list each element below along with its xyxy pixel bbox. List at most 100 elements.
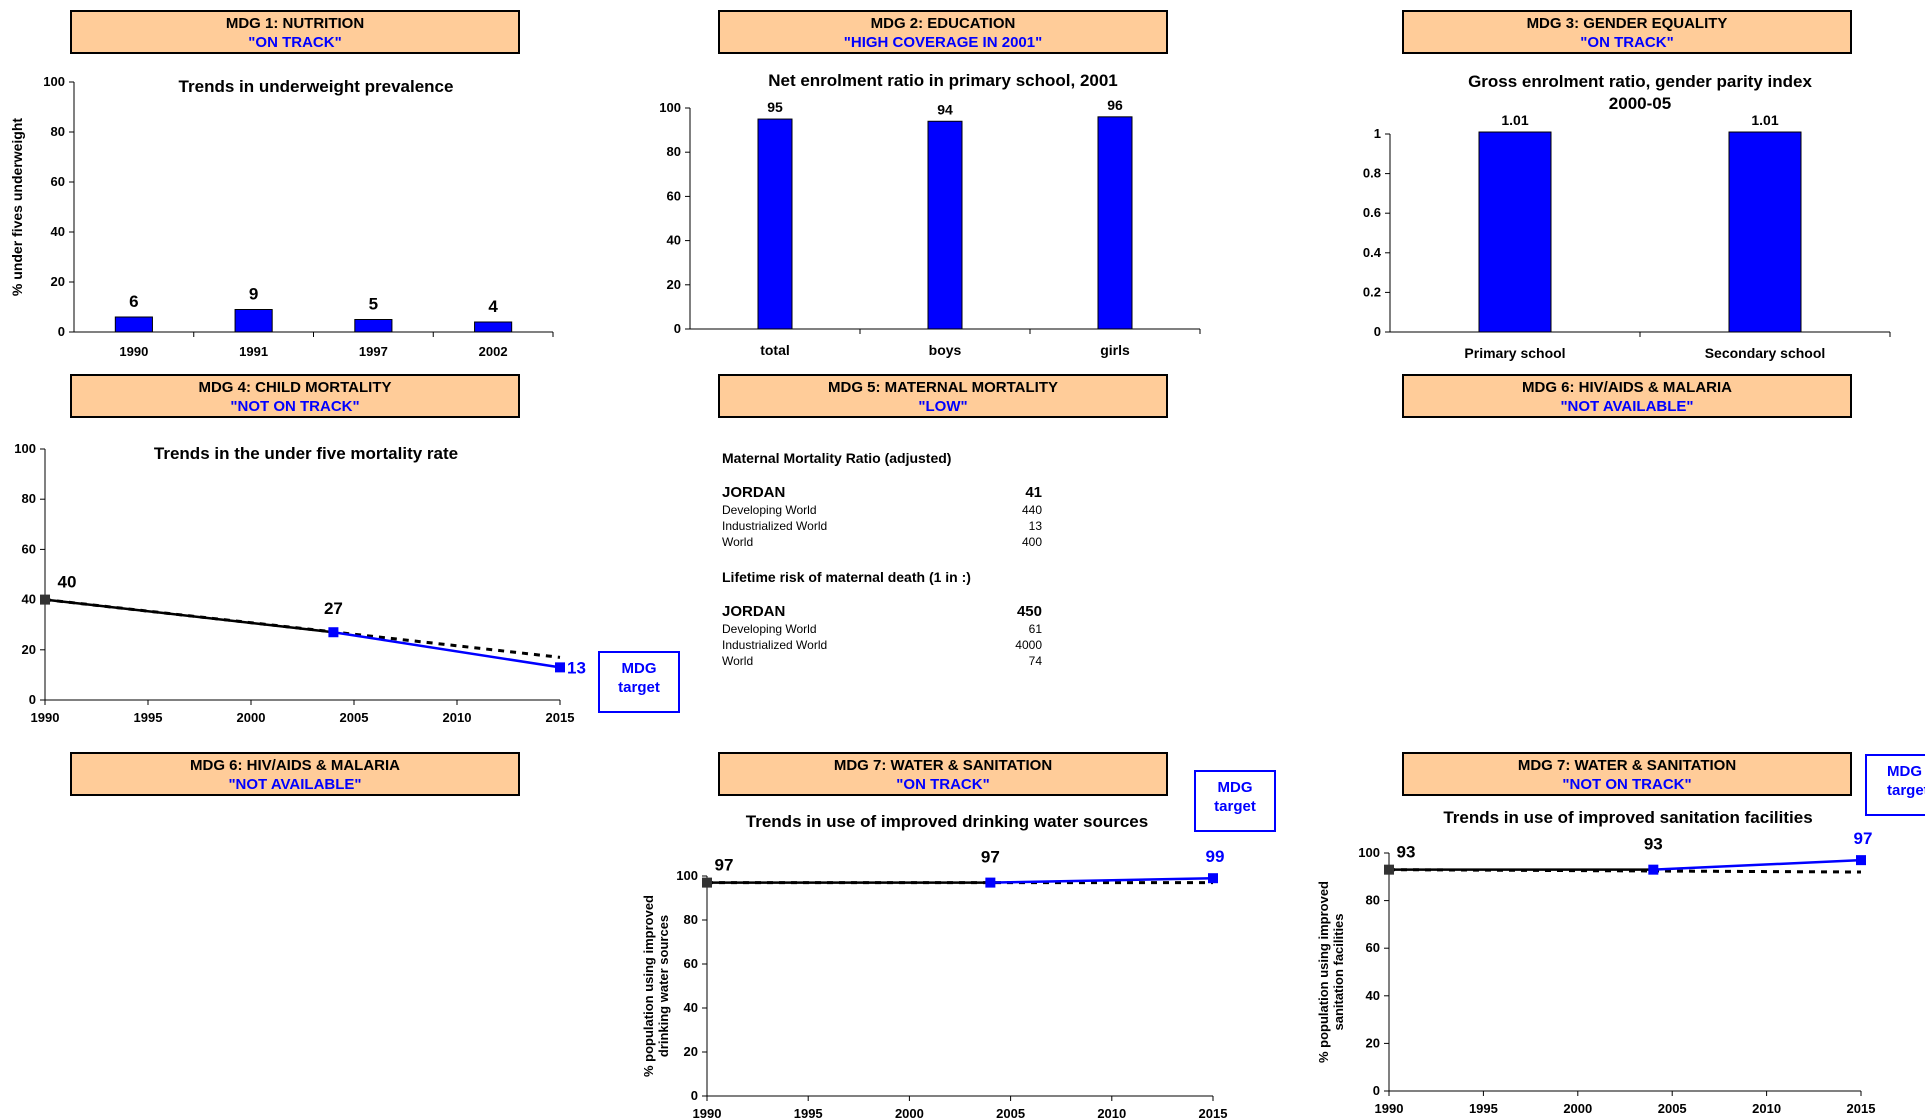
- chart-subtitle: 2000-05: [1609, 94, 1671, 113]
- y-tick-label: 100: [659, 100, 681, 115]
- x-tick-label: Primary school: [1464, 345, 1565, 361]
- y-tick-label: 100: [14, 441, 36, 456]
- y-tick-label: 80: [667, 144, 681, 159]
- y-tick-label: 40: [22, 592, 36, 607]
- y-tick-label: 20: [667, 277, 681, 292]
- trend-line-target: [333, 630, 561, 669]
- bar-value-label: 1.01: [1751, 112, 1778, 128]
- x-tick-label: 1991: [239, 344, 268, 359]
- x-tick-label: 1990: [693, 1106, 722, 1119]
- data-label: 27: [324, 599, 343, 618]
- mdg6b-status: "NOT AVAILABLE": [228, 776, 362, 793]
- mmr-row-label: Developing World: [722, 503, 817, 517]
- bar-value-label: 6: [129, 292, 138, 311]
- y-tick-label: 100: [1358, 845, 1380, 860]
- x-tick-label: 2005: [996, 1106, 1025, 1119]
- mdg4-target-box: MDG target: [598, 651, 680, 713]
- y-tick-label: 0: [674, 321, 681, 336]
- y-tick-label: 60: [684, 956, 698, 971]
- mdg2-status: "HIGH COVERAGE IN 2001": [843, 34, 1043, 51]
- chart-title: Trends in the under five mortality rate: [154, 444, 458, 463]
- mdg3-title: MDG 3: GENDER EQUALITY: [1526, 15, 1728, 32]
- mdg1-status: "ON TRACK": [248, 34, 342, 51]
- y-tick-label: 0: [58, 324, 65, 339]
- y-tick-label: 80: [51, 124, 65, 139]
- mdg4-target-line1: MDG: [621, 660, 657, 677]
- risk-row-label: Developing World: [722, 622, 817, 636]
- bar: [1478, 131, 1552, 333]
- y-tick-label: 0.4: [1363, 245, 1382, 260]
- y-tick-label: 20: [51, 274, 65, 289]
- y-tick-label: 40: [1366, 988, 1380, 1003]
- mmr-row-value: 41: [1025, 484, 1042, 501]
- mmr-title: Maternal Mortality Ratio (adjusted): [722, 450, 952, 466]
- data-label: 40: [58, 573, 77, 592]
- data-point: [555, 662, 565, 673]
- data-point: [1856, 855, 1866, 866]
- y-tick-label: 100: [43, 74, 65, 89]
- y-tick-label: 80: [684, 912, 698, 927]
- mdg7a-title: MDG 7: WATER & SANITATION: [833, 757, 1053, 774]
- x-tick-label: 1995: [134, 710, 163, 725]
- y-tick-label: 0: [1374, 324, 1381, 339]
- data-point: [1208, 873, 1218, 884]
- mdg5-status: "LOW": [918, 398, 968, 415]
- x-tick-label: 2015: [546, 710, 575, 725]
- gpi-chart: Gross enrolment ratio, gender parity ind…: [1363, 72, 1891, 361]
- data-point: [328, 627, 339, 638]
- y-tick-label: 0.8: [1363, 166, 1381, 181]
- y-axis-label: % population using improved: [1316, 881, 1331, 1063]
- x-tick-label: 2005: [340, 710, 369, 725]
- y-tick-label: 40: [667, 233, 681, 248]
- trend-line-target: [1653, 858, 1862, 871]
- mmr-row-label: JORDAN: [722, 484, 786, 501]
- mdg7a-header: MDG 7: WATER & SANITATION "ON TRACK": [718, 752, 1168, 796]
- x-tick-label: boys: [929, 342, 962, 358]
- risk-row-label: World: [722, 654, 754, 668]
- bar-value-label: 9: [249, 285, 258, 304]
- x-tick-label: 2010: [1097, 1106, 1126, 1119]
- data-label: 13: [567, 658, 586, 677]
- mmr-row: World 400: [722, 534, 1042, 550]
- mdg4-title: MDG 4: CHILD MORTALITY: [198, 379, 392, 396]
- y-tick-label: 40: [684, 1000, 698, 1015]
- water-chart: Trends in use of improved drinking water…: [641, 812, 1227, 1119]
- risk-row: Developing World 61: [722, 621, 1042, 637]
- data-point: [40, 594, 50, 605]
- data-point: [702, 877, 712, 888]
- mdg1-title: MDG 1: NUTRITION: [225, 15, 365, 32]
- x-tick-label: 2015: [1847, 1101, 1876, 1116]
- risk-row-label: JORDAN: [722, 603, 786, 620]
- chart-title: Gross enrolment ratio, gender parity ind…: [1468, 72, 1812, 91]
- x-tick-label: 2002: [479, 344, 508, 359]
- mdg3-status: "ON TRACK": [1580, 34, 1674, 51]
- y-tick-label: 20: [1366, 1035, 1380, 1050]
- x-tick-label: girls: [1100, 342, 1130, 358]
- x-tick-label: 1990: [1375, 1101, 1404, 1116]
- mdg6a-title: MDG 6: HIV/AIDS & MALARIA: [1522, 379, 1732, 396]
- mdg4-target-line2: target: [618, 679, 660, 696]
- bar: [1097, 116, 1133, 330]
- y-tick-label: 20: [684, 1044, 698, 1059]
- bar-value-label: 96: [1107, 97, 1123, 113]
- risk-row: JORDAN 450: [722, 603, 1042, 621]
- y-tick-label: 1: [1374, 126, 1381, 141]
- mdg6b-header: MDG 6: HIV/AIDS & MALARIA "NOT AVAILABLE…: [70, 752, 520, 796]
- data-label: 93: [1397, 843, 1416, 862]
- bar: [474, 321, 513, 333]
- risk-row-label: Industrialized World: [722, 638, 828, 652]
- data-label: 93: [1644, 835, 1663, 854]
- bar-value-label: 1.01: [1501, 112, 1528, 128]
- x-tick-label: 2000: [237, 710, 266, 725]
- trend-line-target: [990, 876, 1214, 884]
- y-tick-label: 100: [676, 868, 698, 883]
- bar-value-label: 4: [488, 297, 498, 316]
- y-tick-label: 0: [1373, 1083, 1380, 1098]
- x-tick-label: 2010: [443, 710, 472, 725]
- mmr-row: JORDAN 41: [722, 484, 1042, 502]
- risk-row-value: 61: [1028, 622, 1042, 636]
- x-tick-label: 1995: [1469, 1101, 1498, 1116]
- mdg1-header: MDG 1: NUTRITION "ON TRACK": [70, 10, 520, 54]
- mdg7b-header: MDG 7: WATER & SANITATION "NOT ON TRACK": [1402, 752, 1852, 796]
- data-point: [985, 877, 996, 888]
